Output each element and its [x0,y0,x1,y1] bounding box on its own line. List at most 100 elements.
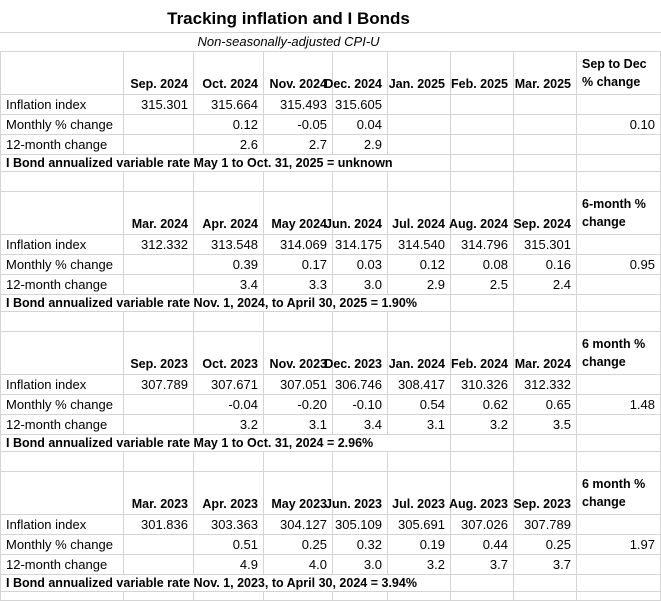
value-cell[interactable]: 2.9 [388,275,451,295]
value-cell[interactable] [577,275,661,295]
value-cell[interactable]: 315.301 [514,235,577,255]
row-label-cell[interactable]: 12-month change [1,555,124,575]
value-cell[interactable] [577,95,661,115]
empty-cell[interactable] [264,592,333,601]
row-label-cell[interactable]: Monthly % change [1,395,124,415]
value-cell[interactable]: 0.10 [577,115,661,135]
value-cell[interactable]: 0.65 [514,395,577,415]
empty-cell[interactable] [514,312,577,332]
value-cell[interactable]: 3.0 [333,555,388,575]
empty-cell[interactable] [451,575,514,592]
row-label-cell[interactable]: Inflation index [1,515,124,535]
column-header-cell[interactable]: Nov. 2024 [264,52,333,95]
value-cell[interactable]: 0.03 [333,255,388,275]
value-cell[interactable] [514,115,577,135]
value-cell[interactable]: 3.7 [514,555,577,575]
value-cell[interactable]: 1.48 [577,395,661,415]
column-header-cell[interactable]: Nov. 2023 [264,332,333,375]
value-cell[interactable]: 0.12 [388,255,451,275]
value-cell[interactable] [124,255,194,275]
value-cell[interactable] [577,375,661,395]
value-cell[interactable]: 307.789 [514,515,577,535]
value-cell[interactable]: 306.746 [333,375,388,395]
empty-cell[interactable] [333,312,388,332]
value-cell[interactable]: 4.9 [194,555,264,575]
corner-cell[interactable] [1,192,124,235]
change-column-header-cell[interactable]: 6-month % change [577,192,661,235]
empty-cell[interactable] [1,452,124,472]
corner-cell[interactable] [1,52,124,95]
value-cell[interactable]: 0.08 [451,255,514,275]
value-cell[interactable] [577,235,661,255]
value-cell[interactable] [577,515,661,535]
column-header-cell[interactable]: Dec. 2024 [324,52,388,95]
column-header-cell[interactable]: Mar. 2025 [514,52,577,95]
value-cell[interactable]: 2.7 [264,135,333,155]
value-cell[interactable]: 314.069 [264,235,333,255]
empty-cell[interactable] [577,592,661,601]
row-label-cell[interactable]: Inflation index [1,95,124,115]
value-cell[interactable]: 304.127 [264,515,333,535]
column-header-cell[interactable]: Sep. 2023 [513,472,577,515]
value-cell[interactable]: 313.548 [194,235,264,255]
value-cell[interactable] [451,115,514,135]
row-label-cell[interactable]: Inflation index [1,375,124,395]
empty-cell[interactable] [451,435,514,452]
value-cell[interactable]: 2.5 [451,275,514,295]
column-header-cell[interactable]: Dec. 2023 [324,332,388,375]
value-cell[interactable]: 3.7 [451,555,514,575]
value-cell[interactable]: 314.796 [451,235,514,255]
column-header-cell[interactable]: Jan. 2025 [388,52,451,95]
empty-cell[interactable] [514,172,577,192]
value-cell[interactable]: -0.05 [264,115,333,135]
value-cell[interactable] [124,395,194,415]
value-cell[interactable]: 0.19 [388,535,451,555]
empty-cell[interactable] [451,452,514,472]
empty-cell[interactable] [1,592,124,601]
value-cell[interactable] [577,135,661,155]
value-cell[interactable] [124,115,194,135]
empty-cell[interactable] [514,575,577,592]
empty-cell[interactable] [388,312,451,332]
empty-cell[interactable] [514,435,577,452]
empty-cell[interactable] [1,172,124,192]
empty-cell[interactable] [124,312,194,332]
value-cell[interactable]: 4.0 [264,555,333,575]
value-cell[interactable]: 3.2 [194,415,264,435]
empty-cell[interactable] [451,592,514,601]
value-cell[interactable]: 0.51 [194,535,264,555]
empty-cell[interactable] [194,312,264,332]
value-cell[interactable]: 312.332 [514,375,577,395]
empty-cell[interactable] [1,312,124,332]
value-cell[interactable]: 0.39 [194,255,264,275]
empty-cell[interactable] [514,155,577,172]
value-cell[interactable]: 2.9 [333,135,388,155]
empty-cell[interactable] [333,452,388,472]
empty-cell[interactable] [577,575,661,592]
value-cell[interactable] [388,115,451,135]
value-cell[interactable]: 307.671 [194,375,264,395]
column-header-cell[interactable]: Mar. 2024 [514,332,577,375]
column-header-cell[interactable]: May 2023 [264,472,333,515]
corner-cell[interactable] [1,472,124,515]
column-header-cell[interactable]: Sep. 2023 [124,332,194,375]
value-cell[interactable]: 3.1 [264,415,333,435]
value-cell[interactable]: 0.16 [514,255,577,275]
value-cell[interactable]: 3.1 [388,415,451,435]
empty-cell[interactable] [264,312,333,332]
change-column-header-cell[interactable]: Sep to Dec % change [577,52,661,95]
empty-cell[interactable] [194,172,264,192]
value-cell[interactable]: 305.691 [388,515,451,535]
value-cell[interactable]: 1.97 [577,535,661,555]
value-cell[interactable]: 0.44 [451,535,514,555]
value-cell[interactable]: 0.95 [577,255,661,275]
empty-cell[interactable] [264,172,333,192]
empty-cell[interactable] [577,312,661,332]
value-cell[interactable]: 0.62 [451,395,514,415]
value-cell[interactable]: 307.026 [451,515,514,535]
corner-cell[interactable] [1,332,124,375]
column-header-cell[interactable]: Sep. 2024 [124,52,194,95]
value-cell[interactable]: 315.493 [264,95,333,115]
empty-cell[interactable] [514,592,577,601]
value-cell[interactable]: 0.17 [264,255,333,275]
